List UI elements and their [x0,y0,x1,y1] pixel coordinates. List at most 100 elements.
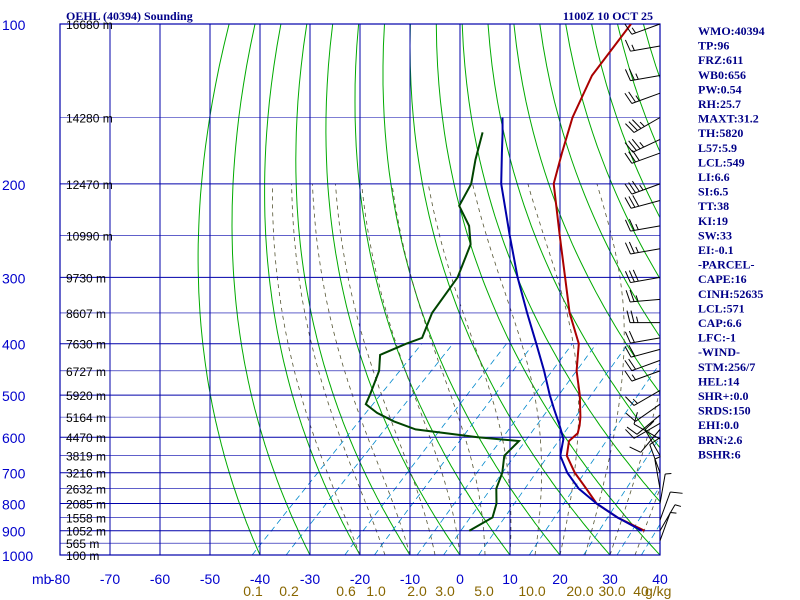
height-label: 100 m [66,549,99,563]
wind-barb-full [624,271,631,283]
wind-barb-staff [659,491,671,521]
mixing-ratio-label: 0.1 [243,583,263,599]
wind-barb-full [624,142,634,153]
mixing-ratio-label: 30.0 [598,583,625,599]
index-item: CAPE:16 [698,272,747,286]
wind-barb [625,390,661,406]
wind-barb-staff [630,45,661,52]
mixing-ratio-lines [251,343,660,555]
wind-barb-full [644,420,655,431]
wind-barb-full [631,119,642,129]
height-label: 1558 m [66,512,106,526]
dry-adiabat-line [231,24,311,555]
wind-barb-full [649,437,661,445]
wind-barb-full [629,446,641,453]
wind-barb-staff [659,473,666,504]
pressure-unit-label: mb [32,571,52,587]
index-item: MAXT:31.2 [698,112,759,126]
temperature-tick-label: -80 [50,571,70,587]
wind-barb-full [628,91,636,103]
pressure-tick-label: 600 [2,430,26,446]
wind-barb [625,289,661,303]
wind-barb-full [628,140,637,151]
index-item: LFC:-1 [698,331,736,345]
height-label: 7630 m [66,338,106,352]
wind-barbs [624,23,683,541]
wind-barb [624,180,661,195]
wind-barb [624,269,661,284]
pressure-tick-label: 100 [2,17,26,33]
index-item: SI:6.5 [698,185,728,199]
chart-title: OEHL (40394) Sounding [66,9,193,23]
wind-barb [624,91,661,104]
index-item: RH:25.7 [698,97,741,111]
dry-adiabat-line [539,24,660,338]
valid-time: 1100Z 10 OCT 25 [563,9,653,23]
wind-barb-staff [659,504,676,531]
wind-barb-full [624,242,631,255]
height-label: 10990 m [66,229,113,243]
wind-barb-staff [630,337,661,344]
temperature-tick-label: -70 [100,571,120,587]
wind-barb [624,345,661,358]
dry-adiabat-line [409,24,611,555]
moist-adiabat-line [609,388,660,555]
temperature-tick-label: 10 [502,571,518,587]
wind-barb [624,358,661,372]
dry-adiabat-line [325,24,461,555]
index-item: STM:256/7 [698,360,755,374]
moist-adiabat-line [527,183,579,555]
dry-adiabat-line [382,24,561,555]
moist-adiabat-line [361,183,461,555]
wind-barb-full [624,69,631,81]
wind-barb-full [670,491,683,494]
dry-adiabat-line [565,24,660,280]
wind-barb-full [628,330,635,343]
pressure-tick-label: 800 [2,497,26,513]
index-item: -PARCEL- [698,258,754,272]
wind-barb-full [629,289,635,302]
pressure-tick-label: 500 [2,388,26,404]
wind-barb-staff [630,248,661,255]
height-label: 2085 m [66,498,106,512]
wind-barb [624,218,661,232]
wind-barb-staff [631,23,661,35]
height-label: 14280 m [66,112,113,126]
wind-barb-half [631,44,635,51]
profile-lines [364,24,645,532]
wind-barb-full [624,331,631,344]
wind-barb [624,241,661,255]
wind-barb [624,39,661,52]
mixing-ratio-label: 10.0 [518,583,545,599]
wind-barb-full [624,23,633,35]
mixing-ratio-label: 5.0 [474,583,494,599]
index-item: SW:33 [698,228,732,242]
height-label: 12470 m [66,178,113,192]
wind-barb [659,512,677,541]
index-item: EHI:0.0 [698,418,739,432]
wind-barb-full [628,358,636,370]
wind-barb-full [624,197,632,209]
temperature-tick-label: 40 [652,571,668,587]
wind-barb [624,150,661,164]
wind-barb-full [624,152,633,164]
wind-barb-half [635,223,639,230]
wind-barb [624,138,661,153]
index-item: WB0:656 [698,68,746,82]
dry-adiabat-line [487,24,660,449]
wind-barb-half [654,456,661,460]
height-label: 9730 m [66,271,106,285]
wind-barb-full [624,219,631,232]
index-item: LI:6.6 [698,170,730,184]
height-label: 3216 m [66,467,106,481]
temperature-tick-label: -50 [200,571,220,587]
temperature-tick-label: -40 [250,571,270,587]
wind-barb [626,310,660,324]
wind-barb-full [631,150,640,161]
wind-barb [659,504,682,531]
wind-barb-staff [632,139,661,153]
wind-barb [624,195,661,209]
moist-adiabat-line [427,183,512,555]
mixing-ratio-line [416,343,573,555]
